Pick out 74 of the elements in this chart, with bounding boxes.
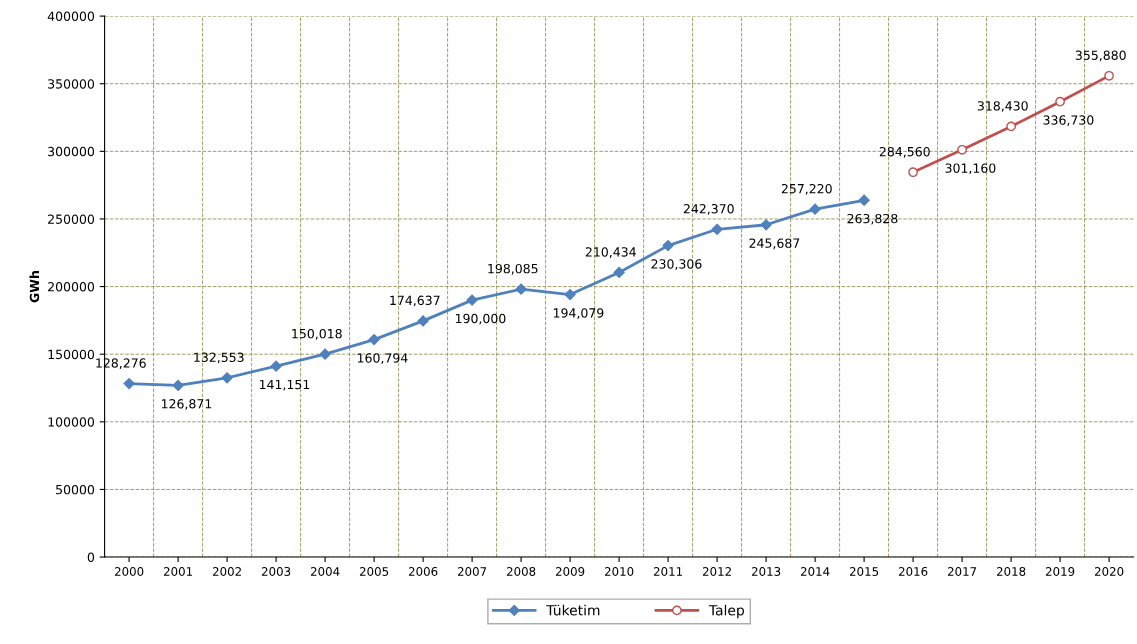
data-label: 284,560 <box>879 146 930 158</box>
point <box>368 333 380 346</box>
y-tick-label: 300000 <box>48 146 95 157</box>
data-label: 301,160 <box>945 163 996 175</box>
data-label: 141,151 <box>259 379 310 391</box>
x-tick-label: 2004 <box>310 566 340 576</box>
x-tick-label: 2009 <box>555 566 585 576</box>
y-tick-label: 50000 <box>56 484 95 495</box>
point <box>1055 96 1065 107</box>
data-label: 132,553 <box>194 352 244 364</box>
point <box>711 223 723 235</box>
x-tick-label: 2003 <box>261 566 291 576</box>
point <box>809 203 821 215</box>
x-tick-label: 2007 <box>457 566 487 576</box>
point <box>564 288 576 301</box>
x-tick-label: 2012 <box>702 566 731 576</box>
x-tick-label: 2013 <box>751 566 781 576</box>
point <box>662 239 674 252</box>
legend-label: Talep <box>708 604 744 619</box>
y-tick-label: 350000 <box>48 79 95 89</box>
data-label: 263,828 <box>847 213 898 225</box>
data-label: 194,079 <box>553 308 604 319</box>
y-tick-label: 200000 <box>48 282 95 292</box>
point <box>613 266 625 279</box>
x-tick-label: 2015 <box>849 566 879 576</box>
x-tick-label: 2014 <box>800 566 830 576</box>
data-label: 210,434 <box>585 247 636 258</box>
data-label: 355,880 <box>1075 50 1126 62</box>
data-label: 245,687 <box>749 238 800 250</box>
point <box>172 379 184 392</box>
y-tick-label: 150000 <box>48 349 95 360</box>
point <box>957 144 967 155</box>
x-tick-label: 2008 <box>506 566 536 576</box>
data-label: 230,306 <box>651 259 702 270</box>
x-tick-label: 2017 <box>947 566 977 576</box>
data-label: 150,018 <box>292 328 342 340</box>
point <box>1006 121 1016 132</box>
point <box>123 377 135 390</box>
x-tick-label: 2001 <box>163 566 193 576</box>
x-tick-label: 2000 <box>114 566 144 576</box>
x-tick-label: 2011 <box>653 566 683 576</box>
data-label: 190,000 <box>455 313 506 325</box>
data-label: 242,370 <box>683 204 734 215</box>
point <box>1104 70 1114 81</box>
x-tick-label: 2006 <box>408 566 438 576</box>
data-label: 160,794 <box>357 353 408 364</box>
data-label: 126,871 <box>161 399 212 410</box>
y-axis-title: GWh <box>29 271 40 303</box>
x-tick-label: 2010 <box>604 566 634 576</box>
x-tick-label: 2005 <box>359 566 389 576</box>
point <box>221 372 233 384</box>
x-tick-label: 2019 <box>1045 566 1075 576</box>
data-label: 174,637 <box>390 295 440 307</box>
point <box>908 167 918 178</box>
point <box>270 360 282 372</box>
point <box>760 219 772 231</box>
point <box>858 194 870 206</box>
x-tick-label: 2018 <box>996 566 1026 576</box>
x-tick-label: 2020 <box>1094 566 1124 576</box>
point <box>466 294 478 306</box>
data-label: 318,430 <box>977 101 1028 112</box>
x-tick-label: 2016 <box>898 566 928 576</box>
y-tick-label: 400000 <box>47 11 95 22</box>
point <box>319 348 331 360</box>
y-tick-label: 250000 <box>48 214 95 224</box>
data-label: 198,085 <box>488 263 538 275</box>
data-label: 336,730 <box>1043 115 1094 127</box>
x-tick-label: 2002 <box>212 566 241 576</box>
y-tick-label: 100000 <box>48 417 95 427</box>
data-label: 257,220 <box>781 183 832 195</box>
point <box>417 315 429 327</box>
legend-label: Tüketim <box>546 604 600 616</box>
y-tick-label: 0 <box>87 552 95 562</box>
point <box>515 283 527 295</box>
